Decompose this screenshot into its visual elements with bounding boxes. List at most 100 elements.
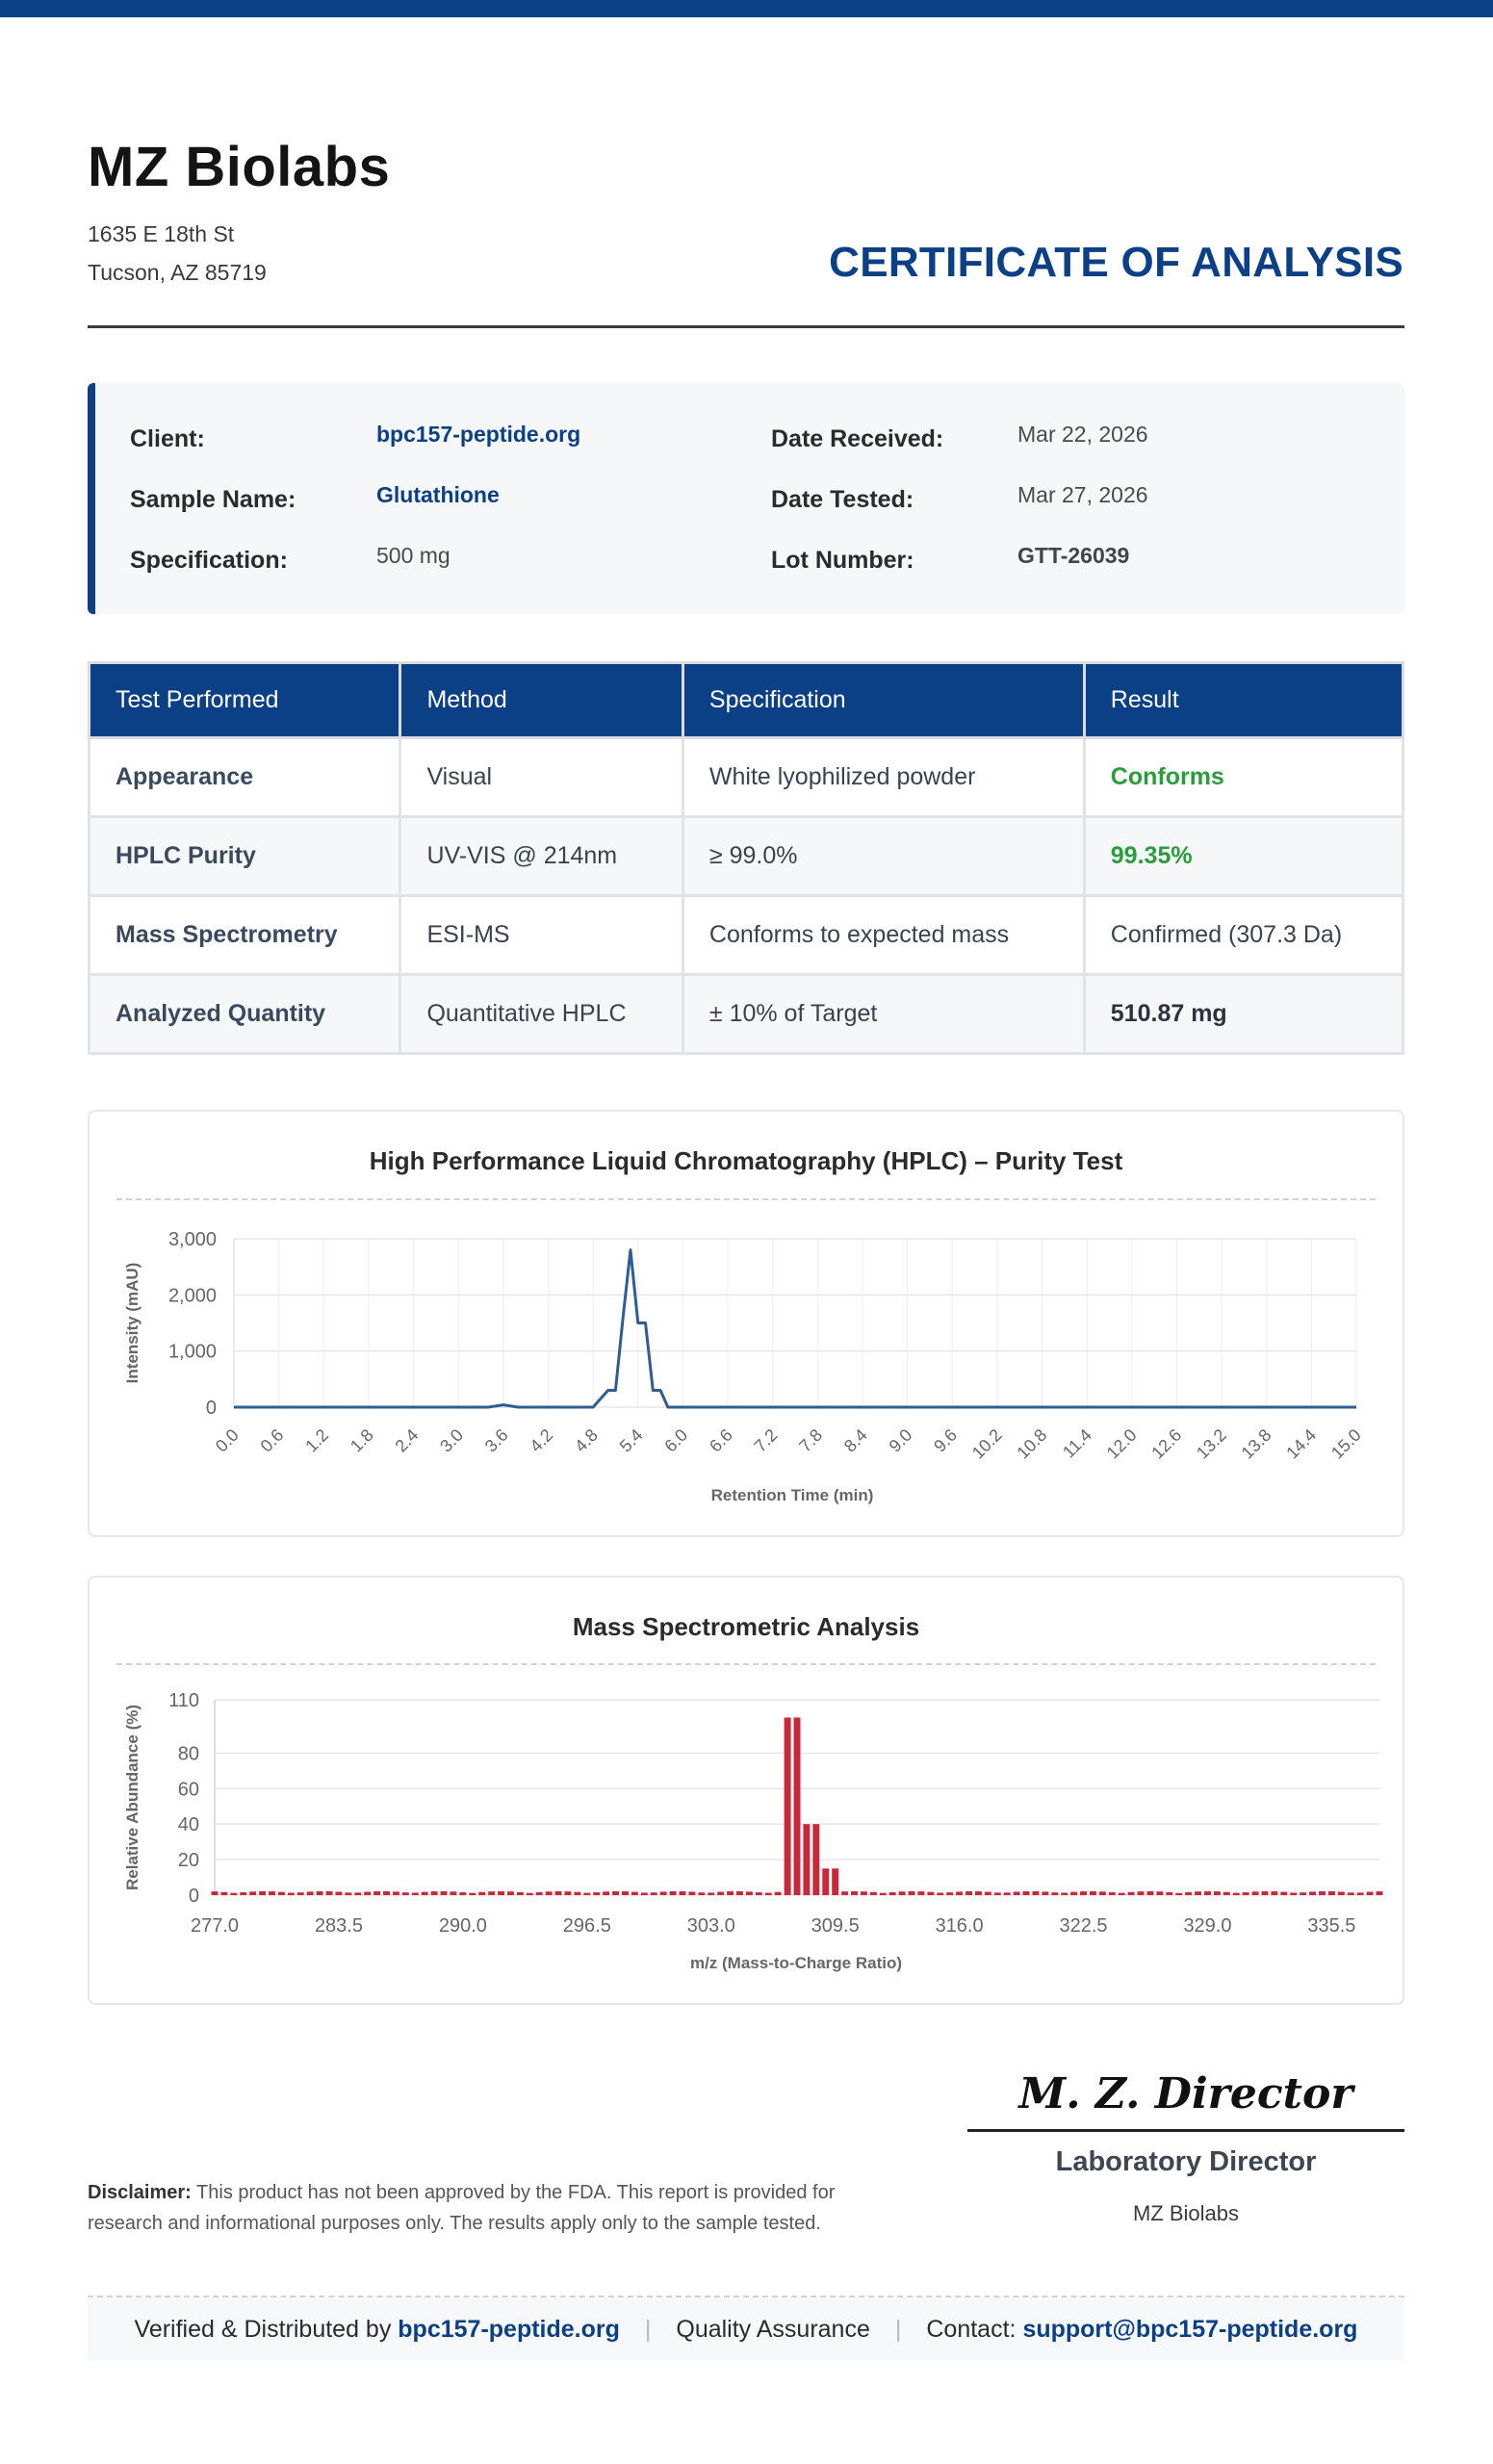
ms-noise-bar bbox=[1022, 1891, 1030, 1895]
ms-y-tick-label: 40 bbox=[178, 1814, 199, 1835]
specification-cell: ≥ 99.0% bbox=[681, 815, 1086, 897]
ms-noise-bar bbox=[564, 1891, 572, 1895]
ms-noise-bar bbox=[1213, 1891, 1221, 1895]
ms-noise-bar bbox=[230, 1892, 238, 1895]
ms-noise-bar bbox=[1366, 1891, 1374, 1895]
ms-noise-bar bbox=[1271, 1891, 1278, 1895]
ms-noise-bar bbox=[1251, 1891, 1259, 1895]
ms-noise-bar bbox=[708, 1892, 715, 1895]
ms-noise-bar bbox=[269, 1891, 275, 1895]
ms-noise-bar bbox=[1042, 1891, 1049, 1895]
hplc-x-tick-label: 3.0 bbox=[436, 1425, 467, 1456]
ms-x-tick-label: 290.0 bbox=[439, 1915, 487, 1937]
signature-title: Laboratory Director bbox=[1055, 2146, 1317, 2177]
hplc-x-tick-label: 1.8 bbox=[347, 1425, 377, 1456]
ms-noise-bar bbox=[888, 1891, 896, 1895]
disclaimer-text: This product has not been approved by th… bbox=[88, 2182, 836, 2234]
ms-noise-bar bbox=[1300, 1892, 1307, 1895]
ms-noise-bar bbox=[1175, 1892, 1183, 1895]
date-received-label: Date Received: bbox=[771, 425, 944, 452]
ms-noise-bar bbox=[411, 1892, 419, 1895]
hplc-x-tick-label: 5.4 bbox=[616, 1425, 647, 1456]
specification-label: Specification: bbox=[130, 547, 288, 574]
hplc-x-tick-label: 13.8 bbox=[1238, 1425, 1275, 1463]
ms-noise-bar bbox=[612, 1890, 620, 1895]
result-cell: Conforms bbox=[1082, 736, 1405, 818]
client-label: Client: bbox=[130, 425, 205, 452]
ms-x-tick-label: 303.0 bbox=[687, 1915, 735, 1937]
ms-noise-bar bbox=[220, 1891, 228, 1895]
ms-noise-bar bbox=[774, 1891, 782, 1895]
ms-noise-bar bbox=[478, 1891, 486, 1895]
specification-cell: ± 10% of Target bbox=[681, 973, 1086, 1055]
ms-noise-bar bbox=[1261, 1890, 1269, 1895]
ms-noise-bar bbox=[851, 1890, 858, 1895]
ms-y-tick-label: 80 bbox=[178, 1743, 199, 1764]
test-name-cell: Appearance bbox=[87, 736, 402, 818]
ms-noise-bar bbox=[211, 1891, 219, 1895]
column-header: Specification bbox=[681, 661, 1086, 739]
ms-chart-title: Mass Spectrometric Analysis bbox=[572, 1612, 920, 1641]
ms-noise-bar bbox=[345, 1892, 352, 1895]
signature-organization: MZ Biolabs bbox=[1132, 2201, 1240, 2225]
ms-noise-bar bbox=[1156, 1891, 1164, 1895]
ms-noise-bar bbox=[593, 1892, 601, 1895]
ms-noise-bar bbox=[1319, 1890, 1326, 1895]
ms-noise-bar bbox=[392, 1891, 399, 1895]
ms-chart: 0 20 40 60 80 110 277.0 283.5 290.0 296.5 303.0 309… bbox=[123, 1690, 1383, 1972]
top-accent-bar bbox=[0, 0, 1493, 17]
ms-noise-bar bbox=[679, 1891, 686, 1895]
ms-noise-bar bbox=[622, 1891, 629, 1895]
ms-noise-bar bbox=[956, 1891, 964, 1895]
ms-noise-bar bbox=[869, 1891, 877, 1895]
hplc-y-tick-label: 3,000 bbox=[168, 1229, 217, 1250]
ms-noise-bar bbox=[1347, 1892, 1354, 1895]
ms-noise-bar bbox=[650, 1892, 657, 1895]
footer-contact-label: Contact: bbox=[926, 2315, 1017, 2343]
hplc-x-tick-label: 4.8 bbox=[571, 1425, 602, 1456]
footer-divider bbox=[88, 2296, 1404, 2297]
ms-noise-bar bbox=[974, 1891, 982, 1895]
hplc-x-tick-label: 7.8 bbox=[795, 1425, 826, 1456]
hplc-x-tick-label: 13.2 bbox=[1193, 1425, 1230, 1463]
ms-peak-bar bbox=[793, 1717, 801, 1895]
footer-verified-link[interactable]: bpc157-peptide.org bbox=[398, 2315, 620, 2343]
hplc-y-tick-label: 2,000 bbox=[168, 1285, 217, 1306]
hplc-x-tick-label: 12.0 bbox=[1103, 1425, 1141, 1463]
hplc-x-tick-label: 10.8 bbox=[1013, 1425, 1050, 1463]
ms-noise-bar bbox=[421, 1891, 428, 1895]
ms-noise-bar bbox=[640, 1892, 648, 1895]
ms-noise-bar bbox=[1242, 1892, 1249, 1895]
signature-line bbox=[967, 2129, 1404, 2132]
method-cell: ESI-MS bbox=[399, 894, 684, 976]
ms-noise-bar bbox=[430, 1891, 438, 1895]
hplc-x-tick-label: 7.2 bbox=[751, 1425, 782, 1456]
method-cell: Quantitative HPLC bbox=[399, 973, 684, 1055]
ms-noise-bar bbox=[1290, 1892, 1298, 1895]
ms-noise-bar bbox=[1309, 1891, 1317, 1895]
footer-contact-email[interactable]: support@bpc157-peptide.org bbox=[1022, 2315, 1358, 2343]
ms-noise-bar bbox=[1080, 1891, 1088, 1895]
ms-x-axis-label: m/z (Mass-to-Charge Ratio) bbox=[690, 1954, 902, 1972]
ms-y-tick-label: 0 bbox=[189, 1886, 199, 1907]
ms-noise-bar bbox=[1070, 1891, 1078, 1895]
ms-x-tick-label: 296.5 bbox=[563, 1915, 611, 1937]
ms-chart-card: Mass Spectrometric Analysis 0 20 40 60 80 110… bbox=[88, 1576, 1404, 2005]
ms-x-tick-label: 277.0 bbox=[191, 1915, 239, 1937]
ms-noise-bar bbox=[937, 1892, 944, 1895]
table-header-row: Test Performed Method Specification Resu… bbox=[87, 661, 1405, 739]
ms-noise-bar bbox=[717, 1891, 725, 1895]
ms-peak-bar bbox=[803, 1824, 811, 1895]
test-name-cell: HPLC Purity bbox=[87, 815, 402, 897]
ms-peak-bar bbox=[832, 1868, 839, 1895]
hplc-x-tick-label: 3.6 bbox=[481, 1425, 512, 1456]
footer-separator: | bbox=[644, 2315, 652, 2343]
ms-y-tick-label: 110 bbox=[168, 1690, 199, 1711]
ms-noise-bar bbox=[1327, 1891, 1335, 1895]
column-header: Test Performed bbox=[87, 661, 402, 739]
sample-name-label: Sample Name: bbox=[130, 486, 296, 513]
footer-quality: Quality Assurance bbox=[676, 2315, 870, 2343]
ms-y-axis-label: Relative Abundance (%) bbox=[123, 1705, 142, 1890]
client-value[interactable]: bpc157-peptide.org bbox=[376, 422, 581, 447]
ms-noise-bar bbox=[316, 1890, 323, 1895]
